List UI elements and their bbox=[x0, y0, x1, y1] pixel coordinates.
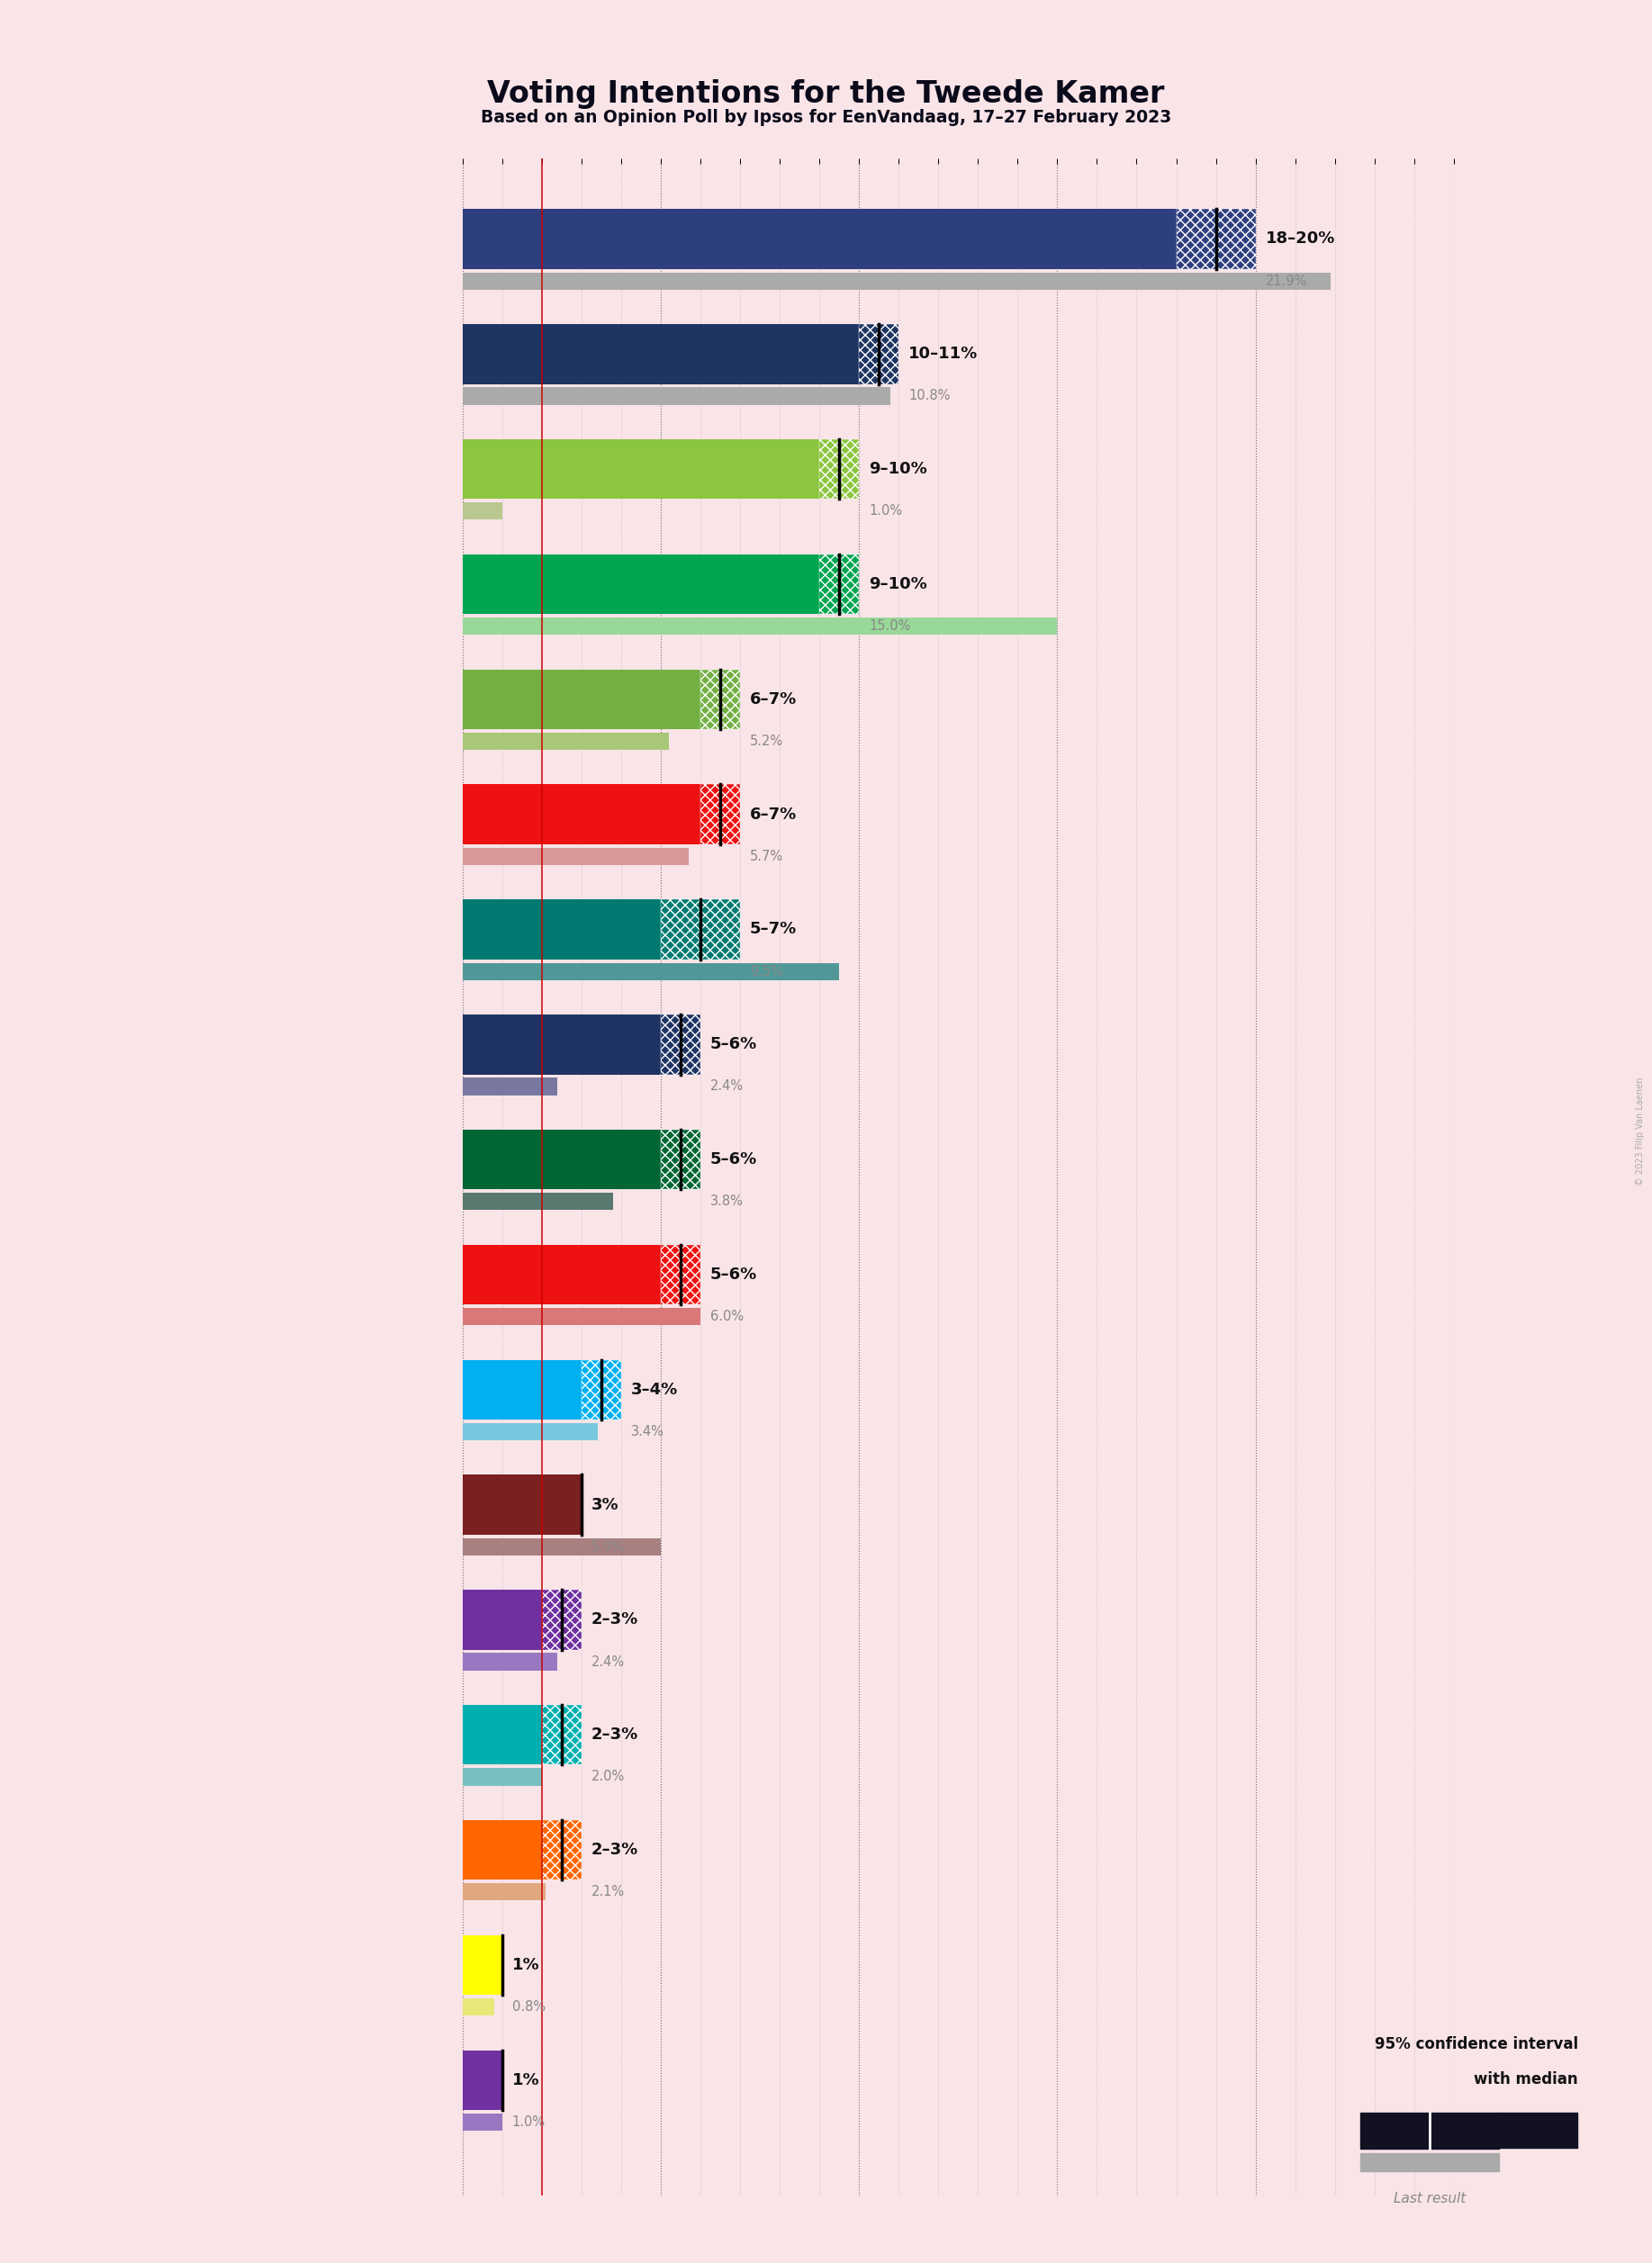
Text: 5.2%: 5.2% bbox=[750, 735, 783, 749]
Bar bbox=[661, 1014, 700, 1075]
Text: 2.1%: 2.1% bbox=[591, 1885, 624, 1899]
Bar bbox=[463, 898, 661, 960]
Bar bbox=[463, 387, 890, 405]
Bar bbox=[819, 554, 859, 613]
Text: 6.0%: 6.0% bbox=[710, 1310, 743, 1324]
Text: 5–6%: 5–6% bbox=[710, 1152, 757, 1168]
Text: 95% confidence interval: 95% confidence interval bbox=[1374, 2037, 1578, 2053]
Bar bbox=[463, 962, 839, 980]
Text: 3.4%: 3.4% bbox=[631, 1426, 664, 1439]
Bar bbox=[463, 554, 819, 613]
Bar bbox=[463, 1654, 558, 1670]
Bar bbox=[463, 439, 819, 500]
Bar bbox=[463, 502, 502, 520]
Bar bbox=[463, 2050, 502, 2109]
Text: 2–3%: 2–3% bbox=[591, 1727, 638, 1743]
Bar bbox=[463, 272, 1332, 290]
Bar bbox=[661, 898, 740, 960]
Bar bbox=[463, 1193, 613, 1211]
Text: 1.0%: 1.0% bbox=[512, 2116, 545, 2129]
Bar bbox=[463, 1129, 661, 1190]
Bar bbox=[463, 2114, 502, 2132]
Bar bbox=[1498, 2114, 1578, 2148]
Bar bbox=[700, 670, 740, 729]
Text: 5.0%: 5.0% bbox=[591, 1539, 624, 1552]
Text: with median: with median bbox=[1474, 2071, 1578, 2089]
Bar bbox=[819, 439, 859, 500]
Text: 0.8%: 0.8% bbox=[512, 2000, 545, 2014]
Text: 2.4%: 2.4% bbox=[710, 1079, 743, 1093]
Text: 6–7%: 6–7% bbox=[750, 690, 796, 708]
Text: 9.5%: 9.5% bbox=[750, 964, 783, 978]
Text: 1%: 1% bbox=[512, 2073, 540, 2089]
Bar bbox=[582, 1360, 621, 1419]
Text: 2.0%: 2.0% bbox=[591, 1770, 624, 1783]
Bar bbox=[661, 1129, 700, 1190]
Bar bbox=[542, 1591, 582, 1650]
Bar bbox=[463, 1014, 661, 1075]
Bar bbox=[1360, 2114, 1498, 2148]
Bar bbox=[463, 1475, 582, 1534]
Text: 9–10%: 9–10% bbox=[869, 577, 927, 593]
Text: 1.0%: 1.0% bbox=[869, 505, 902, 518]
Text: 2.4%: 2.4% bbox=[591, 1654, 624, 1668]
Bar bbox=[463, 1704, 542, 1765]
Bar bbox=[463, 1883, 545, 1901]
Text: 18–20%: 18–20% bbox=[1265, 231, 1335, 247]
Text: Last result: Last result bbox=[1393, 2191, 1465, 2204]
Bar bbox=[463, 1077, 558, 1095]
Text: 3%: 3% bbox=[591, 1496, 620, 1512]
Bar bbox=[463, 1998, 494, 2016]
Text: © 2023 Filip Van Laenen: © 2023 Filip Van Laenen bbox=[1635, 1077, 1645, 1186]
Text: Voting Intentions for the Tweede Kamer: Voting Intentions for the Tweede Kamer bbox=[487, 79, 1165, 109]
Text: 2–3%: 2–3% bbox=[591, 1842, 638, 1858]
Bar bbox=[463, 208, 1176, 269]
Text: 2–3%: 2–3% bbox=[591, 1611, 638, 1627]
Text: 6–7%: 6–7% bbox=[750, 806, 796, 821]
Bar bbox=[463, 1423, 598, 1439]
Text: 5–7%: 5–7% bbox=[750, 921, 796, 937]
Text: Based on an Opinion Poll by Ipsos for EenVandaag, 17–27 February 2023: Based on an Opinion Poll by Ipsos for Ee… bbox=[481, 109, 1171, 127]
Bar bbox=[463, 849, 689, 864]
Text: 5.7%: 5.7% bbox=[750, 849, 783, 862]
Bar bbox=[463, 785, 700, 844]
Bar bbox=[463, 1767, 542, 1786]
Text: 15.0%: 15.0% bbox=[869, 620, 910, 634]
Text: 3–4%: 3–4% bbox=[631, 1380, 677, 1399]
Bar bbox=[463, 1308, 700, 1326]
Text: 10–11%: 10–11% bbox=[909, 346, 978, 362]
Bar bbox=[463, 1935, 502, 1996]
Text: 1%: 1% bbox=[512, 1957, 540, 1973]
Bar bbox=[1360, 2154, 1498, 2172]
Text: 9–10%: 9–10% bbox=[869, 462, 927, 477]
Bar bbox=[542, 1819, 582, 1881]
Bar bbox=[463, 1539, 661, 1555]
Bar bbox=[463, 733, 669, 749]
Bar bbox=[463, 1591, 542, 1650]
Bar bbox=[463, 1360, 582, 1419]
Text: 5–6%: 5–6% bbox=[710, 1267, 757, 1283]
Bar bbox=[859, 324, 899, 385]
Bar bbox=[1176, 208, 1256, 269]
Bar bbox=[542, 1704, 582, 1765]
Text: 10.8%: 10.8% bbox=[909, 389, 950, 403]
Bar bbox=[463, 670, 700, 729]
Text: 3.8%: 3.8% bbox=[710, 1195, 743, 1208]
Text: 21.9%: 21.9% bbox=[1265, 274, 1307, 287]
Bar bbox=[463, 618, 1057, 636]
Bar bbox=[463, 1819, 542, 1881]
Bar bbox=[463, 1245, 661, 1303]
Text: 5–6%: 5–6% bbox=[710, 1036, 757, 1052]
Bar bbox=[463, 324, 859, 385]
Bar bbox=[700, 785, 740, 844]
Bar bbox=[661, 1245, 700, 1303]
